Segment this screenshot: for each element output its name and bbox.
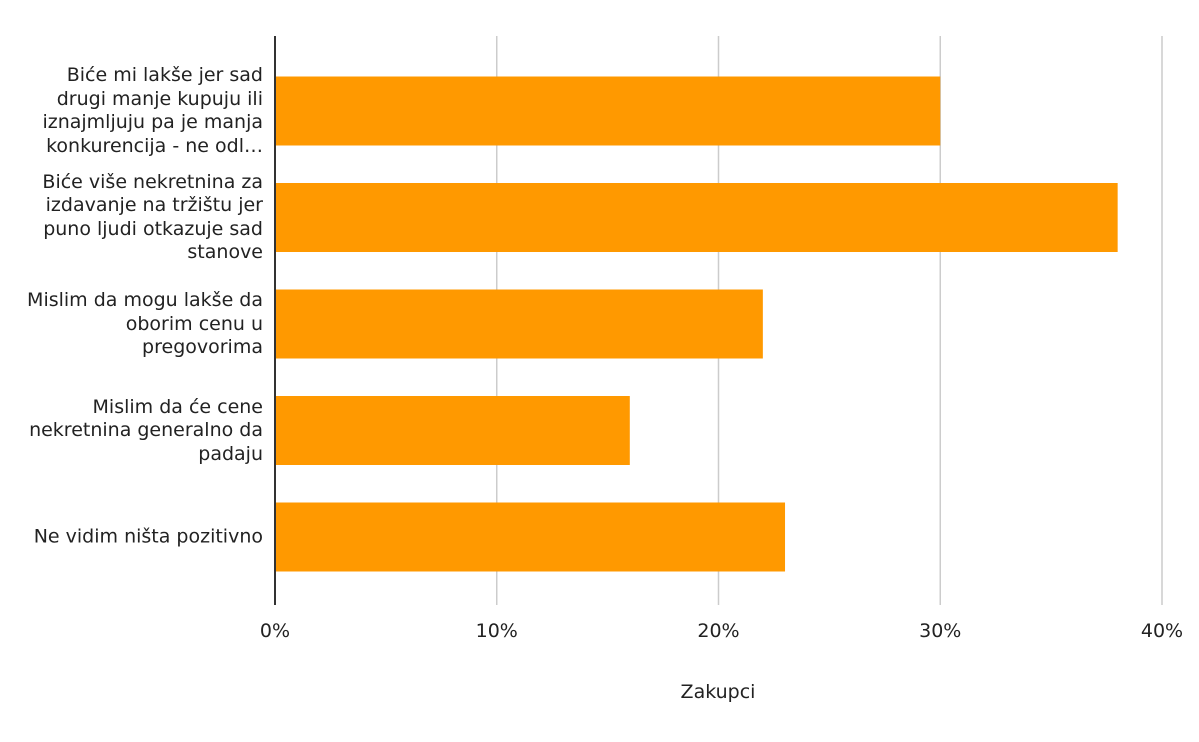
x-axis-title: Zakupci: [680, 681, 756, 703]
bar: [275, 289, 763, 359]
category-label: Biće mi lakše jer sad drugi manje kupuju…: [42, 64, 263, 157]
category-label: Biće više nekretnina za izdavanje na trž…: [42, 170, 263, 264]
bar: [275, 502, 786, 572]
x-tick-label: 10%: [475, 620, 518, 642]
category-label: Ne vidim ništa pozitivno: [33, 525, 263, 548]
x-tick-label: 30%: [919, 620, 962, 642]
bar: [275, 396, 630, 465]
category-label: Mislim da mogu lakše da oborim cenu u pr…: [27, 288, 263, 358]
x-tick-label: 40%: [1140, 620, 1184, 642]
x-tick-label: 0%: [259, 620, 291, 642]
x-tick-label: 20%: [697, 620, 740, 642]
bar: [275, 183, 1118, 252]
bar: [275, 76, 941, 146]
category-label: Mislim da će cene nekretnina generalno d…: [29, 395, 263, 465]
